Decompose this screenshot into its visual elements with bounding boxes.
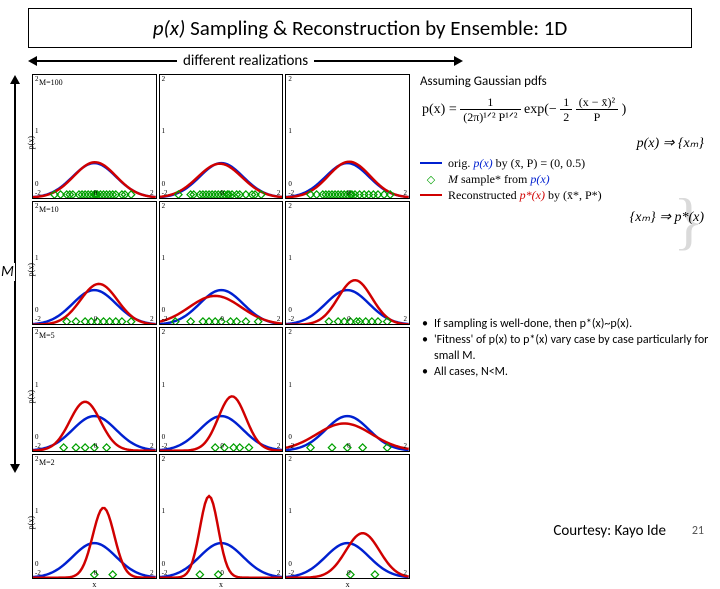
note-2: 'Fitness' of p(x) to p*(x) vary case by …	[434, 332, 710, 364]
plot-panel: -202 210 p(x)M=2x	[32, 454, 157, 579]
legend: orig. p(x) by (x̄, P) = (0, 0.5) ◇ M sam…	[420, 156, 710, 203]
right-column: } Assuming Gaussian pdfs p(x) = 1(2π)¹ᐟ²…	[410, 74, 714, 468]
legend-row-3: Reconstructed p*(x) by (x̄*, P*)	[420, 188, 710, 203]
title-text: Sampling & Reconstruction by Ensemble: 1…	[185, 15, 567, 41]
plot-panel: -202 210 p(x)M=100	[32, 74, 157, 199]
plot-panel: -202 210	[159, 201, 284, 326]
formula: p(x) = 1(2π)¹ᐟ² P¹ᐟ² exp(− 12 (x − x̄)²P…	[422, 95, 710, 125]
subtitle-row: different realizations	[28, 52, 692, 70]
notes: If sampling is well-done, then p*(x)~p(x…	[420, 316, 710, 381]
plot-panel: -202 210	[159, 327, 284, 452]
plot-panel: -202 210	[285, 74, 410, 199]
plot-grid: -202 210 p(x)M=100 -202 210 -202 210	[32, 74, 410, 468]
subtitle: different realizations	[177, 52, 314, 70]
swatch-green: ◇	[420, 173, 442, 186]
m-label: M	[0, 263, 15, 281]
plot-panel: -202 210	[285, 201, 410, 326]
plot-panel: -202 210 p(x)M=5	[32, 327, 157, 452]
content: M -202 210 p(x)M=100 -202 210 -	[0, 74, 720, 468]
plot-panel: -202 210	[285, 327, 410, 452]
plot-panel: -202 210 x	[159, 454, 284, 579]
plot-panel: -202 210	[159, 74, 284, 199]
arrow-left	[28, 56, 177, 66]
legend-row-2: ◇ M sample* from p(x)	[420, 172, 710, 187]
arrow-right	[314, 56, 463, 66]
plot-panel: -202 210 x	[285, 454, 410, 579]
arrow-reconstruct: {xₘ} ⇒ p*(x)	[420, 209, 704, 226]
assuming-text: Assuming Gaussian pdfs	[420, 74, 710, 89]
credit: Courtesy: Kayo Ide	[553, 522, 666, 540]
page-number: 21	[692, 524, 704, 538]
note-1: If sampling is well-done, then p*(x)~p(x…	[434, 316, 710, 332]
plot-panel: -202 210 p(x)M=10	[32, 201, 157, 326]
legend-row-1: orig. p(x) by (x̄, P) = (0, 0.5)	[420, 156, 710, 171]
arrow-sample: p(x) ⇒ {xₘ}	[420, 135, 704, 152]
title-box: p(x) Sampling & Reconstruction by Ensemb…	[28, 8, 692, 48]
swatch-red	[420, 194, 442, 196]
note-3: All cases, N<M.	[434, 364, 710, 380]
title-px: p(x)	[153, 15, 186, 41]
swatch-blue	[420, 162, 442, 164]
